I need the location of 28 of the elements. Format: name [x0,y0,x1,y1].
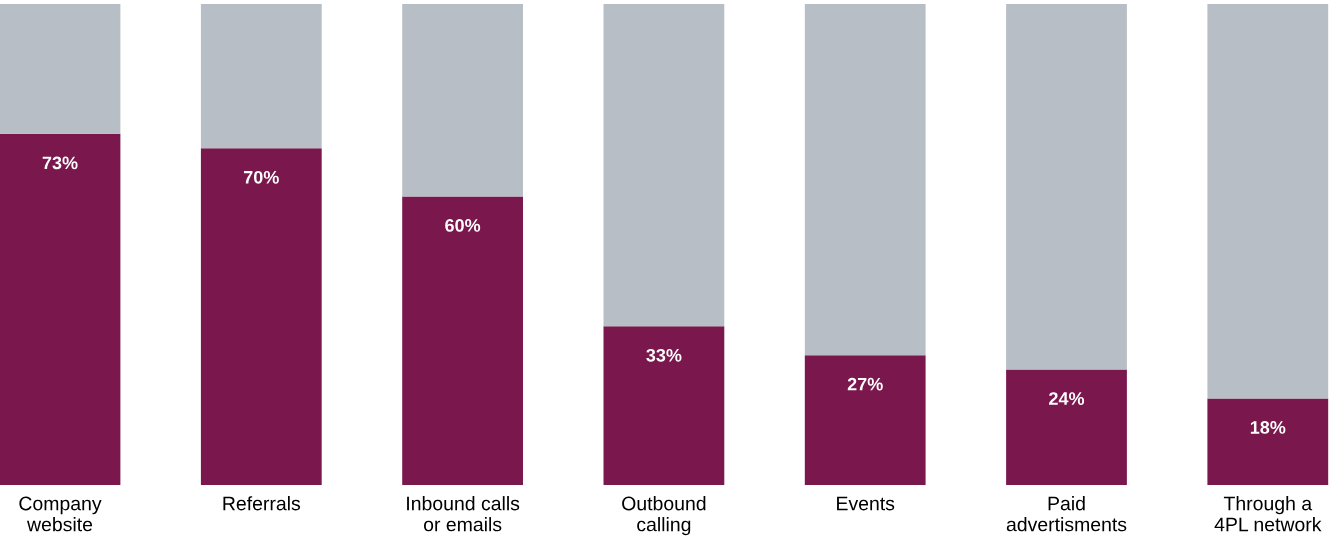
bar [200,4,322,149]
bar [1006,369,1127,485]
bar [200,148,322,485]
x-tick-label: Company website [19,496,102,532]
bar [603,326,725,485]
bar [402,196,523,485]
x-tick-label: Paid advertisments [1006,496,1127,532]
bar [0,133,121,485]
data-label: 60% [445,219,481,232]
bar [0,4,121,134]
x-tick-label: Events [837,496,895,511]
data-label: 24% [1049,392,1085,405]
data-label: 18% [1250,421,1286,434]
x-tick-label: Outbound calling [622,496,706,536]
x-tick-label: Inbound calls or emails [407,496,520,532]
bar [804,355,926,485]
bar [603,4,725,327]
bar [1207,4,1329,399]
x-tick-label: Through a 4PL network [1214,496,1322,532]
x-tick-label: Referrals [223,496,301,511]
data-label: 33% [646,348,682,362]
data-label: 73% [42,156,78,170]
bar [402,4,523,197]
data-label: 27% [847,377,883,391]
bar [1006,4,1127,370]
bar [1207,398,1329,485]
data-label: 70% [244,170,279,184]
bar [804,4,926,356]
